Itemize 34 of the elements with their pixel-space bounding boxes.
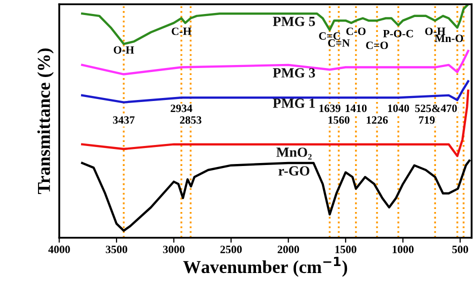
series-label: r-GO bbox=[278, 166, 310, 176]
annotation: O-H bbox=[114, 46, 134, 54]
x-axis-title: Wavenumber (cm$^{−1}$) bbox=[183, 256, 348, 277]
ref-line-label: 719 bbox=[419, 116, 435, 124]
ref-line-label: 3437 bbox=[113, 116, 135, 124]
x-tick-label: 4000 bbox=[48, 246, 70, 254]
series-label: PMG 1 bbox=[272, 98, 315, 108]
x-tick-label: 1500 bbox=[335, 246, 356, 254]
x-tick-label: 3500 bbox=[106, 246, 128, 254]
x-tick-label: 2500 bbox=[220, 246, 242, 254]
ref-line-label: 1040 bbox=[388, 104, 410, 112]
x-tick-label: 2000 bbox=[278, 246, 300, 254]
x-tick-label: 1000 bbox=[392, 246, 414, 254]
ref-line-label: 1410 bbox=[346, 104, 367, 112]
annotation: C=N bbox=[328, 39, 350, 47]
annotation: C-O bbox=[346, 28, 366, 36]
series-label: PMG 5 bbox=[272, 16, 315, 26]
annotation: P-O-C bbox=[383, 30, 413, 38]
y-axis-title: Transmittance (%) bbox=[37, 48, 54, 194]
ref-line-label: 525&470 bbox=[415, 104, 457, 112]
ref-line-label: 2934 bbox=[170, 104, 192, 112]
series-label: MnO₂ bbox=[276, 148, 312, 160]
annotation: O-H bbox=[425, 28, 446, 36]
x-tick-label: 3000 bbox=[163, 246, 184, 254]
annotation: C=O bbox=[366, 42, 388, 50]
ref-line-label: 1639 bbox=[319, 104, 340, 112]
annotation: Mn-O bbox=[434, 34, 464, 42]
x-tick-label: 500 bbox=[452, 246, 468, 254]
series-label: PMG 3 bbox=[272, 68, 316, 78]
annotation: C=C bbox=[319, 32, 340, 40]
ref-line-label: 1226 bbox=[366, 116, 388, 124]
ref-line-label: 2853 bbox=[180, 116, 202, 124]
annotation: C-H bbox=[172, 28, 192, 36]
ref-line-label: 1560 bbox=[328, 116, 350, 124]
